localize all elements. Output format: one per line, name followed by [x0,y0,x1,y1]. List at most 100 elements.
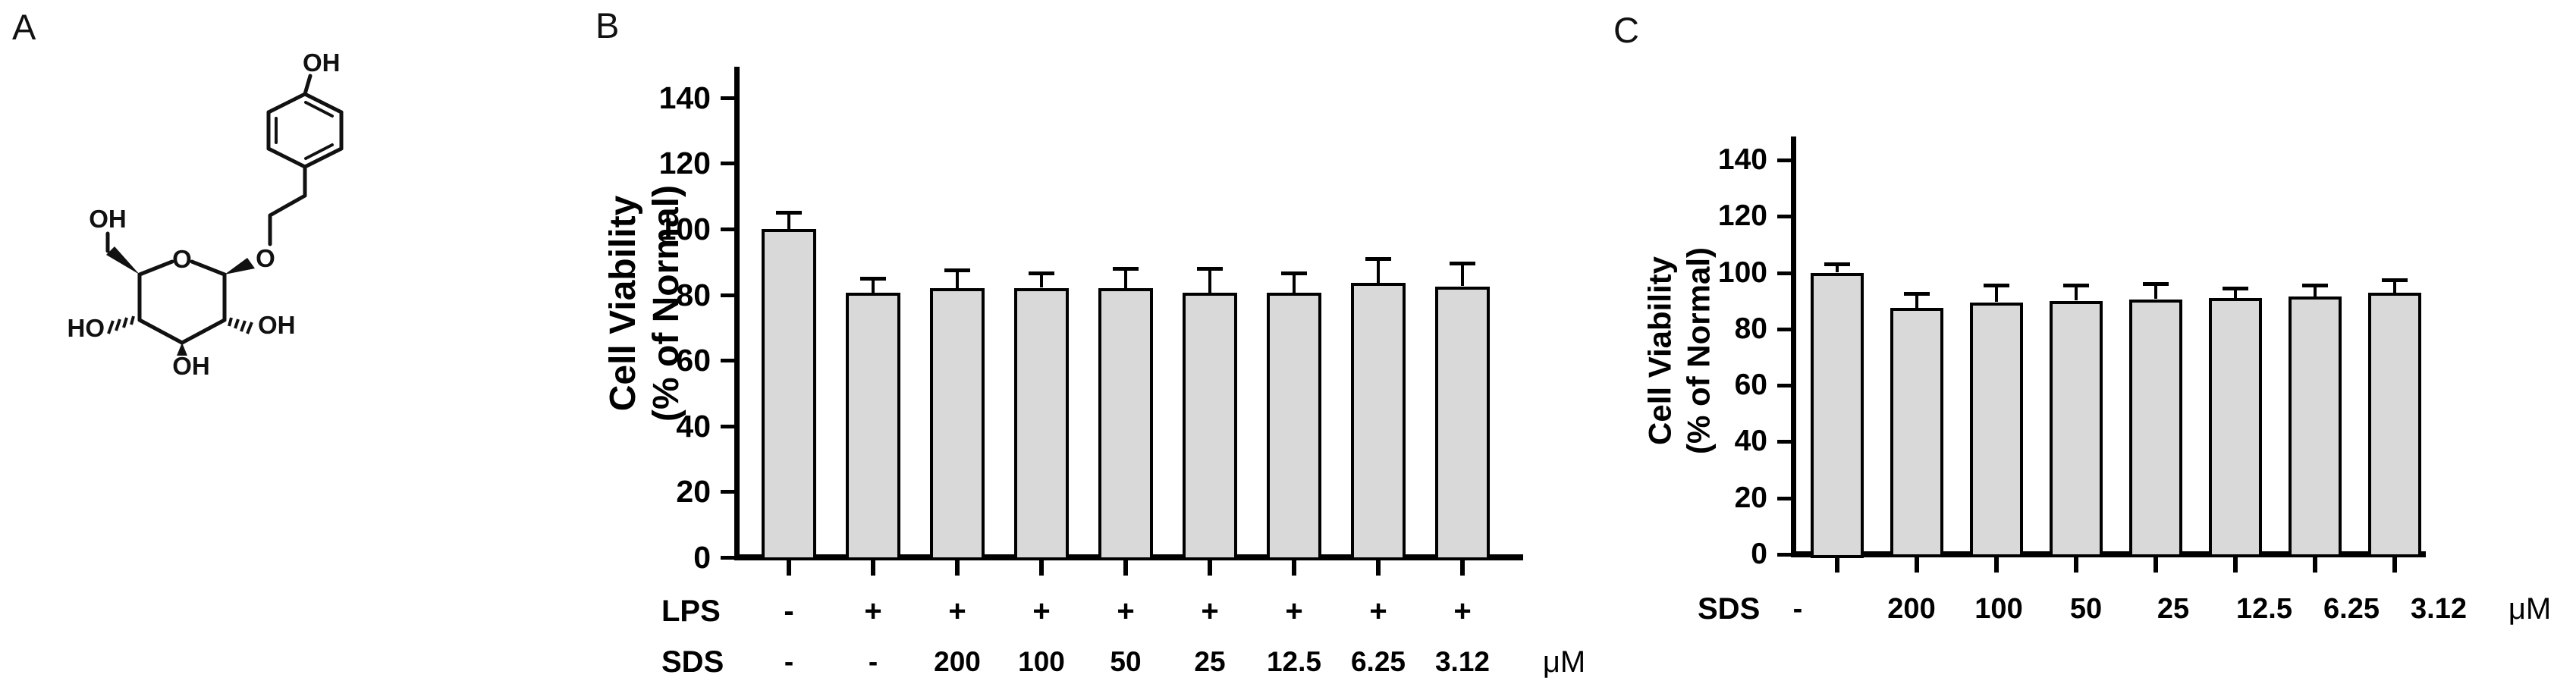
panel-c-y-tick-label: 60 [1734,369,1767,401]
panel-c-y-tick [1777,440,1791,444]
panel-b-row-label-sds: SDS [661,645,724,679]
panel-c-y-tick [1777,384,1791,387]
panel-b-y-tick-label: 80 [676,278,711,312]
panel-b-x-tick [1208,560,1212,576]
panel-c-row-cell: 50 [2069,593,2103,625]
panel-b-y-axis-label: (% of Normal) [646,185,686,422]
panel-c-error-bar-stem [2154,284,2157,299]
panel-b-error-bar-stem [1461,263,1464,286]
panel-c-error-bar-cap [1984,284,2009,287]
panel-c-error-bar-cap [2143,282,2169,286]
panel-b-row-cell: + [948,595,966,628]
panel-b-row-cell: + [1032,595,1051,628]
panel-c-y-tick [1777,553,1791,557]
panel-c-y-tick [1777,497,1791,500]
panel-c-x-tick [2233,557,2238,573]
panel-b-row-cell: + [1453,595,1472,628]
panel-c-bar [2209,298,2262,557]
panel-c-y-tick-label: 0 [1751,538,1767,570]
panel-c-x-tick [2074,557,2078,573]
panel-c-y-tick [1777,328,1791,331]
panel-b-x-tick [1039,560,1044,576]
panel-c-letter: C [1613,10,1639,50]
panel-c-y-tick-label: 40 [1734,425,1767,457]
panel-b-y-tick [721,490,734,494]
panel-b-row-cell: 200 [934,646,981,677]
panel-c-error-bar-stem [2234,288,2237,298]
hashed-bond-c4-ho [107,315,135,334]
panel-b-row-cell: 100 [1018,646,1065,677]
panel-c-x-axis [1791,551,2426,557]
panel-c-row-cell: - [1792,593,1803,625]
panel-b-error-bar-cap [944,268,970,272]
atom-label-phenol-oh: OH [303,49,341,77]
panel-b-bar [930,288,985,560]
panel-b-y-axis-label: Cell Viability [603,195,643,412]
panel-c-row-cell: 200 [1887,593,1936,625]
panel-b-y-tick [721,425,734,428]
panel-b-error-bar-stem [1377,259,1380,283]
panel-b-y-tick [721,293,734,297]
panel-c-bar [2368,293,2421,557]
panel-c-y-tick-label: 100 [1717,256,1767,289]
panel-b-y-tick-label: 60 [676,343,711,378]
panel-c-error-bar-cap [1904,292,1930,296]
panel-b-y-tick-label: 40 [676,409,711,444]
panel-b-letter: B [595,5,620,45]
panel-b-bar [1183,293,1237,560]
panel-b-error-bar-cap [860,277,886,281]
panel-c-error-bar-stem [2314,285,2317,297]
panel-b-row-cell: - [784,595,794,628]
panel-c-error-bar-cap [1824,262,1850,266]
panel-b-y-tick [721,556,734,560]
panel-c-x-tick [2153,557,2158,573]
panel-b-bar [762,229,816,560]
panel-c-y-axis [1791,136,1796,557]
panel-c-x-tick [1994,557,1999,573]
panel-b-y-tick-label: 20 [676,474,711,509]
panel-b-error-bar-stem [787,212,790,229]
panel-b-bar [1351,283,1406,560]
panel-b-y-axis [734,67,740,560]
panel-b-row-cell: 25 [1194,646,1226,677]
panel-c-unit-label: μM [2508,592,2552,626]
panel-b-error-bar-cap [776,211,802,215]
panel-c-y-tick-label: 120 [1717,199,1767,232]
panel-c-y-tick-label: 140 [1717,143,1767,176]
panel-b-row-cell: 50 [1110,646,1142,677]
panel-b-error-bar-stem [1040,273,1043,287]
panel-c-y-tick-label: 80 [1734,312,1767,345]
panel-b-y-tick-label: 100 [658,212,711,246]
panel-b-x-tick [1292,560,1296,576]
panel-b-y-tick-label: 0 [693,540,711,575]
panel-b-row-cell: + [1369,595,1387,628]
panel-b-y-tick-label: 140 [658,80,711,115]
panel-b-row-cell: + [1285,595,1303,628]
panel-c-row-cell: 12.5 [2236,593,2292,625]
panel-b-bar [1267,293,1321,560]
panel-c-error-bar-cap [2223,287,2248,290]
panel-c-y-tick-label: 20 [1734,482,1767,514]
panel-c-y-axis-label: (% of Normal) [1680,247,1717,454]
panel-b-x-tick [1123,560,1128,576]
panel-b-row-cell: + [864,595,882,628]
panel-b-y-tick-label: 120 [658,146,711,180]
panel-b-row-cell: 6.25 [1350,646,1406,677]
panel-b-x-tick [787,560,791,576]
panel-b-bar [846,293,900,560]
panel-b-bar [1098,288,1153,560]
panel-b-bar [1435,287,1490,560]
panel-b-row-cell: + [1201,595,1219,628]
panel-b-x-tick [955,560,960,576]
panel-b-bar [1014,288,1069,560]
bond-lines [105,74,344,345]
panel-c-error-bar-stem [1836,264,1839,272]
panel-b-row-cell: 12.5 [1266,646,1321,677]
panel-b-error-bar-stem [1293,273,1296,293]
panel-b-unit-label: μM [1542,645,1586,679]
panel-b-error-bar-cap [1365,257,1391,261]
panel-c-row-cell: 6.25 [2323,593,2380,625]
panel-b-y-tick [721,162,734,165]
panel-a-letter: A [12,7,36,47]
panel-c-bar [1970,303,2023,557]
